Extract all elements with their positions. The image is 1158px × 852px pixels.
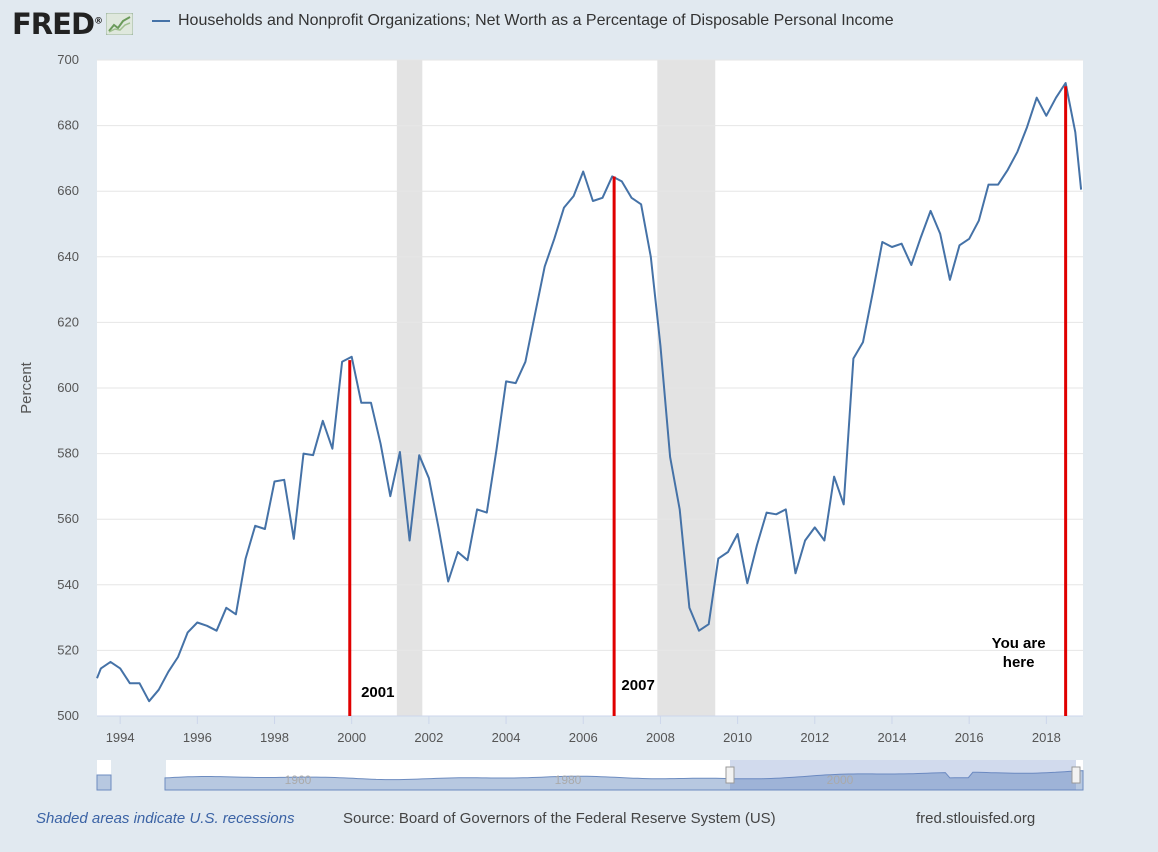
recession-note-link[interactable]: Shaded areas indicate U.S. recessions	[36, 810, 295, 827]
x-tick-label: 2010	[723, 730, 752, 745]
y-tick-label: 600	[57, 380, 79, 395]
legend-swatch	[152, 20, 170, 22]
navigator-tick-label: 1980	[555, 773, 582, 787]
navigator-tick-label: 2000	[827, 773, 854, 787]
navigator-gap	[111, 760, 166, 790]
y-axis-label: Percent	[18, 361, 35, 414]
fred-logo[interactable]: FRED®	[12, 7, 103, 41]
y-tick-label: 700	[57, 52, 79, 67]
x-tick-label: 2016	[955, 730, 984, 745]
x-tick-label: 2018	[1032, 730, 1061, 745]
y-tick-label: 540	[57, 577, 79, 592]
y-tick-label: 580	[57, 446, 79, 461]
x-tick-label: 1996	[183, 730, 212, 745]
x-tick-label: 1998	[260, 730, 289, 745]
navigator-handle[interactable]	[1071, 766, 1081, 784]
annotation-label: 2007	[621, 677, 654, 694]
y-tick-label: 560	[57, 511, 79, 526]
chart-legend: Households and Nonprofit Organizations; …	[152, 12, 894, 30]
annotation-label: here	[1003, 654, 1035, 671]
navigator-selection	[730, 760, 1076, 790]
x-tick-label: 2000	[337, 730, 366, 745]
y-tick-label: 500	[57, 708, 79, 723]
x-tick-label: 2002	[414, 730, 443, 745]
navigator-handle[interactable]	[725, 766, 735, 784]
x-tick-label: 2004	[492, 730, 521, 745]
navigator-series	[164, 770, 1084, 791]
annotation-label: 2001	[361, 684, 394, 701]
x-tick-label: 2006	[569, 730, 598, 745]
navigator-tick-label: 1960	[285, 773, 312, 787]
x-tick-label: 2008	[646, 730, 675, 745]
y-tick-label: 620	[57, 314, 79, 329]
x-tick-label: 2012	[800, 730, 829, 745]
y-tick-label: 640	[57, 249, 79, 264]
x-tick-label: 2014	[878, 730, 907, 745]
y-tick-label: 680	[57, 118, 79, 133]
fred-header: FRED®	[12, 6, 134, 42]
source-note: Source: Board of Governors of the Federa…	[343, 810, 776, 827]
y-tick-label: 520	[57, 642, 79, 657]
annotation-label: You are	[992, 635, 1046, 652]
x-tick-label: 1994	[106, 730, 135, 745]
y-tick-label: 660	[57, 183, 79, 198]
navigator-series-start	[96, 774, 112, 791]
legend-label: Households and Nonprofit Organizations; …	[178, 12, 894, 29]
series-line	[96, 82, 1083, 703]
fred-graph-icon	[106, 13, 134, 35]
site-link[interactable]: fred.stlouisfed.org	[916, 810, 1036, 827]
